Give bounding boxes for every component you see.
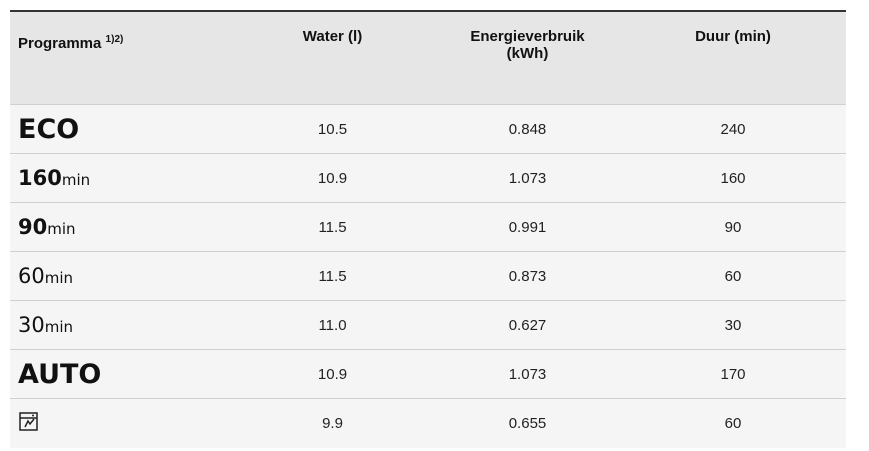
value-cell: 0.655 (508, 414, 547, 432)
value-cell: 0.873 (508, 267, 547, 285)
program-cell: 90min (10, 203, 230, 252)
table-row: 90min 11.5 0.991 90 (10, 202, 846, 252)
program-label: 60 (18, 264, 45, 288)
program-label: 30 (18, 313, 45, 337)
program-cell: 30min (10, 301, 230, 350)
value-cell: 11.5 (318, 218, 347, 236)
program-label: 160 (18, 166, 62, 190)
program-label: 90 (18, 215, 48, 239)
value-cell: 0.991 (508, 218, 547, 236)
value-cell: 90 (724, 218, 742, 236)
value-cell: 9.9 (322, 414, 343, 432)
program-cell: AUTO (10, 350, 230, 399)
header-row: Programma 1)2) Water (l) Energieverbruik… (10, 11, 846, 105)
program-cell: ECO (10, 105, 230, 154)
quick-wash-icon (19, 412, 38, 431)
table-row: 60min 11.5 0.873 60 (10, 251, 846, 301)
program-label: ECO (18, 113, 80, 145)
program-unit: min (61, 171, 91, 189)
program-unit: min (44, 318, 74, 336)
header-text: Energieverbruik (kWh) (470, 28, 585, 62)
table-row: ECO 10.5 0.848 240 (10, 104, 846, 154)
program-unit: min (47, 220, 76, 238)
program-cell (10, 399, 230, 448)
program-table: Programma 1)2) Water (l) Energieverbruik… (10, 10, 846, 448)
value-cell: 11.0 (318, 316, 347, 334)
header-cell: Programma 1)2) (10, 11, 230, 105)
value-cell: 160 (720, 169, 746, 187)
table-row: 9.9 0.655 60 (10, 398, 846, 448)
value-cell: 1.073 (508, 365, 547, 383)
header-text: Water (l) (302, 28, 363, 45)
value-cell: 60 (724, 267, 742, 285)
header-cell: Duur (min) (620, 11, 846, 105)
table-wrap: Programma 1)2) Water (l) Energieverbruik… (10, 10, 846, 448)
header-text: Programma (18, 35, 102, 52)
value-cell: 0.848 (508, 120, 547, 138)
header-cell: Water (l) (230, 11, 435, 105)
value-cell: 170 (720, 365, 746, 383)
header-cell: Energieverbruik (kWh) (435, 11, 620, 105)
value-cell: 10.5 (317, 120, 348, 138)
value-cell: 10.9 (317, 365, 348, 383)
value-cell: 240 (720, 120, 746, 138)
program-cell: 160min (10, 154, 230, 203)
table-row: 30min 11.0 0.627 30 (10, 300, 846, 350)
program-label: AUTO (18, 358, 102, 390)
table-body: ECO 10.5 0.848 240 160min 10.9 1.073 160 90min 11… (10, 104, 846, 448)
table-row: 160min 10.9 1.073 160 (10, 153, 846, 203)
header-text: Duur (min) (695, 28, 771, 45)
value-cell: 11.5 (318, 267, 347, 285)
value-cell: 0.627 (508, 316, 547, 334)
value-cell: 60 (724, 414, 742, 432)
value-cell: 10.9 (317, 169, 348, 187)
program-unit: min (44, 269, 74, 287)
table-header: Programma 1)2) Water (l) Energieverbruik… (10, 11, 846, 105)
value-cell: 30 (724, 316, 742, 334)
program-cell: 60min (10, 252, 230, 301)
footnote-ref: 1)2) (105, 34, 124, 45)
value-cell: 1.073 (508, 169, 547, 187)
table-row: AUTO 10.9 1.073 170 (10, 349, 846, 399)
